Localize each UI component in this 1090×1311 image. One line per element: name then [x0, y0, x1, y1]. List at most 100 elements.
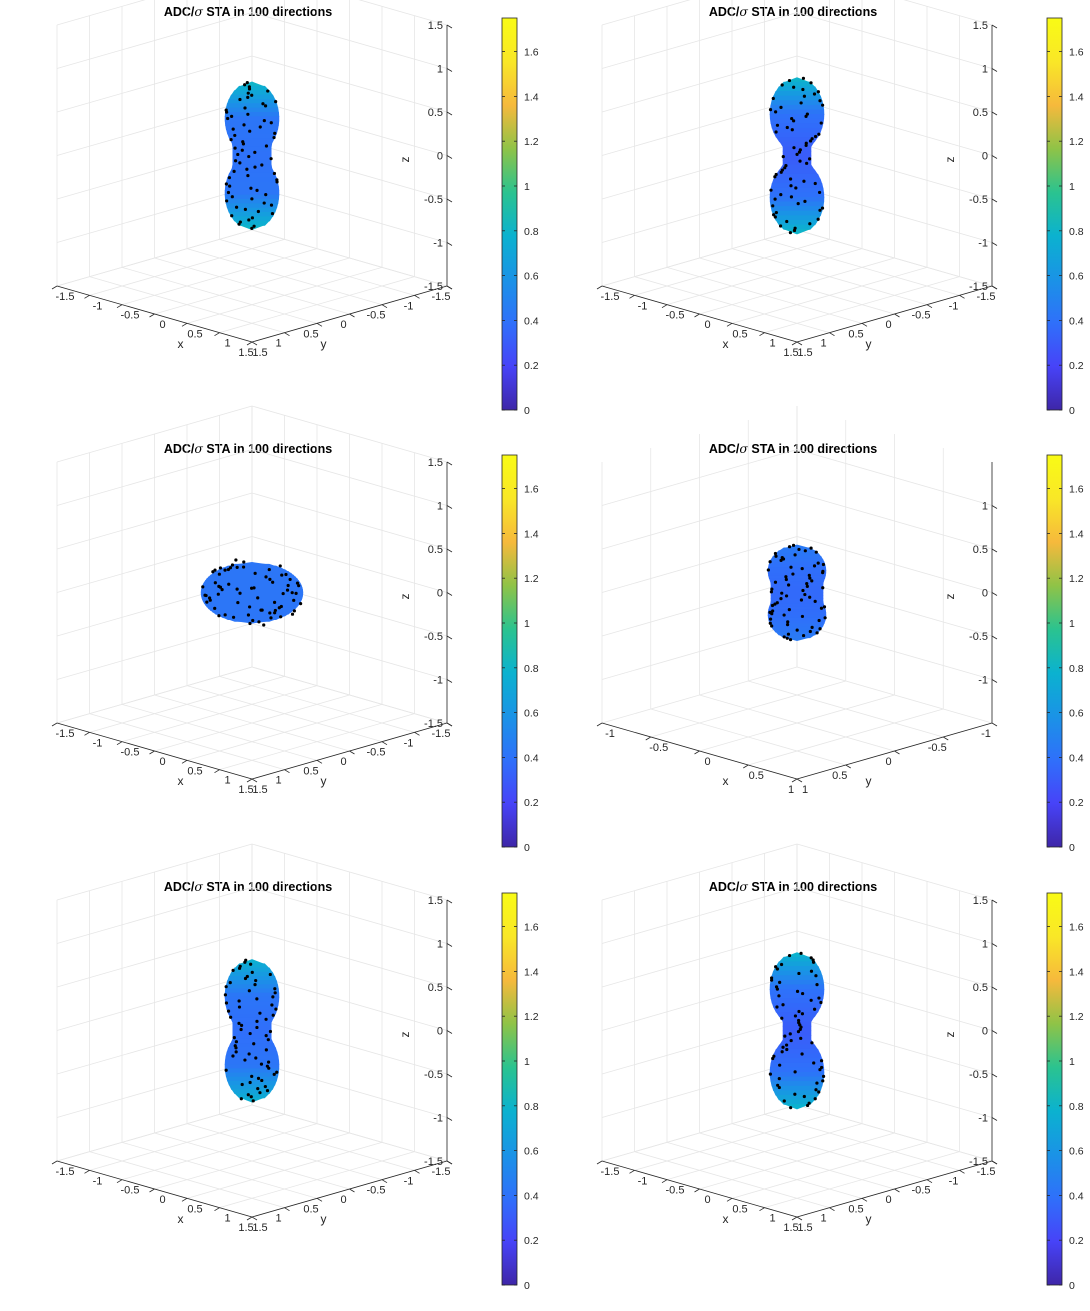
- sample-point: [251, 1099, 255, 1103]
- sample-point: [264, 575, 268, 579]
- sample-point: [792, 119, 796, 123]
- z-tick-label: -1: [433, 238, 443, 250]
- sample-point: [813, 599, 817, 603]
- surface-plot-4[interactable]: ADC/σ STA in 100 directions-1-0.500.51-1…: [545, 406, 1090, 873]
- sample-point: [810, 1041, 814, 1045]
- sample-point: [248, 1031, 252, 1036]
- sample-point: [229, 1015, 233, 1019]
- sample-point: [784, 594, 789, 598]
- sample-point: [793, 1014, 798, 1018]
- surface-band: [779, 141, 815, 147]
- colorbar-tick-label: 1.2: [1069, 1011, 1084, 1023]
- z-axis-label: z: [398, 594, 412, 600]
- sample-point: [810, 625, 814, 629]
- z-axis-label: z: [943, 1032, 957, 1038]
- surface-band: [232, 146, 272, 152]
- y-tick-label: -1: [949, 300, 959, 312]
- sample-point: [243, 207, 247, 211]
- sample-point: [797, 1018, 801, 1023]
- sample-point: [285, 588, 290, 592]
- z-tick-label: -1: [978, 1113, 988, 1125]
- x-tick-label: 0: [704, 1194, 710, 1206]
- surface-band: [227, 172, 277, 178]
- surface-band: [769, 187, 825, 193]
- y-tick-label: 1: [275, 775, 281, 787]
- y-tick-label: -0.5: [928, 742, 947, 754]
- sample-point: [248, 605, 252, 609]
- surface-band: [783, 77, 811, 83]
- y-axis-label: y: [321, 774, 327, 788]
- surface-band: [782, 146, 812, 152]
- sample-point: [798, 148, 802, 152]
- surface-band: [779, 1039, 815, 1045]
- sample-points: [201, 558, 303, 627]
- surface-plot-2[interactable]: ADC/σ STA in 100 directions -1.5 -1 -0.5 0 0.…: [545, 0, 1090, 436]
- z-tick-label: -1.5: [424, 281, 443, 293]
- sample-point: [784, 575, 788, 579]
- y-axis-label: y: [866, 774, 872, 788]
- sample-point: [789, 1106, 793, 1110]
- surface-band: [782, 1035, 812, 1041]
- colorbar-tick-label: 1.6: [524, 922, 539, 934]
- z-tick-label: -0.5: [424, 1069, 443, 1081]
- sample-point: [778, 980, 782, 985]
- surface-band: [770, 581, 824, 585]
- sample-point: [254, 1056, 258, 1060]
- sample-point: [820, 206, 825, 210]
- z-tick-label: 0.5: [973, 544, 988, 556]
- sample-point: [266, 89, 270, 93]
- x-tick-label: -0.5: [666, 1185, 685, 1197]
- surface-band: [783, 952, 811, 958]
- sample-point: [773, 551, 778, 556]
- z-tick-label: 0.5: [973, 982, 988, 994]
- surface-band: [225, 103, 279, 109]
- surface-plot-5[interactable]: ADC/σ STA in 100 directions -1.5 -1 -0.5 0 0.…: [0, 843, 545, 1311]
- z-axis-label: z: [943, 157, 957, 163]
- y-tick-label: 0.5: [848, 328, 863, 340]
- surface-band: [771, 1053, 823, 1059]
- plot-title: ADC/σ STA in 100 directions: [164, 441, 332, 456]
- colorbar-tick-label: 1.4: [524, 528, 539, 540]
- colorbar-tick-label: 0.8: [1069, 663, 1084, 675]
- colorbar-tick-label: 1.2: [1069, 573, 1084, 585]
- sample-point: [281, 591, 285, 596]
- y-tick-label: -1: [404, 1175, 414, 1187]
- sample-point: [768, 560, 772, 564]
- sample-point: [256, 1076, 261, 1080]
- sample-point: [807, 1101, 811, 1105]
- surface-band: [239, 81, 265, 87]
- colorbar-tick-label: 1.2: [524, 573, 539, 585]
- y-tick-label: -1.5: [977, 1166, 996, 1178]
- surface-band: [232, 1026, 272, 1032]
- sample-point: [787, 78, 792, 83]
- sample-point: [812, 1061, 816, 1065]
- sample-point: [799, 1036, 803, 1040]
- sample-point: [810, 137, 814, 141]
- colorbar-tick-label: 0.8: [524, 663, 539, 675]
- sample-point: [803, 199, 807, 203]
- sample-point: [233, 159, 238, 163]
- surface-plot-3[interactable]: ADC/σ STA in 100 directions -1.5 -1 -0.5 0 0.…: [0, 405, 545, 873]
- surface-band: [768, 606, 826, 610]
- sample-point: [257, 620, 261, 624]
- x-tick-label: -0.5: [121, 747, 140, 759]
- surface-band: [770, 998, 824, 1004]
- sample-point: [238, 220, 242, 224]
- sample-point: [787, 545, 792, 549]
- z-tick-label: 1.5: [428, 895, 443, 907]
- sample-point: [785, 125, 789, 130]
- sample-point: [216, 592, 220, 596]
- surface-plot-1[interactable]: ADC/σ STA in 100 directions -1.5 -1 -0.5 0 0.…: [0, 0, 545, 436]
- colorbar-tick-label: 0.4: [1069, 1190, 1084, 1202]
- sample-point: [797, 547, 801, 552]
- sample-point: [292, 598, 296, 602]
- x-tick-label: -1.5: [56, 291, 75, 303]
- sample-point: [255, 188, 259, 192]
- x-tick-labels: -1.5 -1 -0.5 0 0.5 1 1.5: [51, 285, 268, 359]
- sample-point: [815, 983, 819, 987]
- surface-plot-6[interactable]: ADC/σ STA in 100 directions -1.5 -1 -0.5 0 0.…: [545, 843, 1090, 1311]
- colorbar-tick-label: 0.2: [524, 1235, 539, 1247]
- surface-band: [768, 620, 826, 625]
- sample-point: [268, 1029, 273, 1034]
- surface-band: [782, 155, 812, 161]
